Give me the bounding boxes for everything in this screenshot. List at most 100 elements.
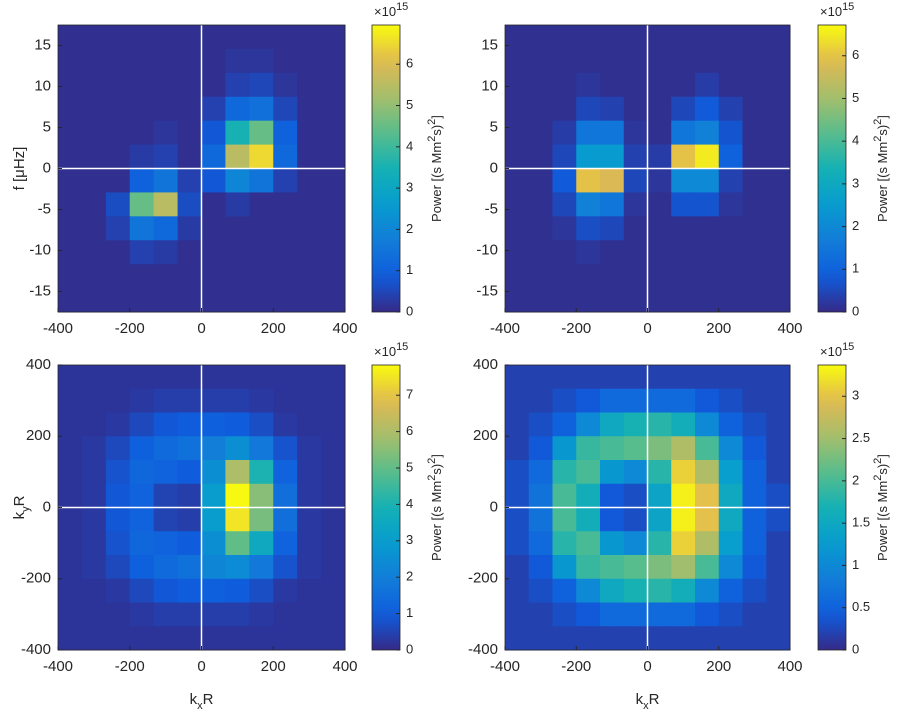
- heatmap-cell: [623, 555, 648, 580]
- heatmap-cell: [528, 436, 553, 461]
- colorbar-tick-label: 4: [406, 138, 413, 153]
- label-part: f [μHz]: [11, 147, 28, 191]
- x-tick-label: 0: [643, 658, 651, 675]
- label-part: R: [649, 691, 660, 708]
- heatmap-cell: [225, 192, 250, 217]
- heatmap-cell: [576, 264, 601, 289]
- heatmap-cell: [273, 365, 298, 390]
- heatmap-cell: [718, 626, 743, 651]
- heatmap-cell: [273, 168, 298, 193]
- heatmap-cell: [647, 25, 672, 50]
- heatmap-cell: [225, 120, 250, 146]
- heatmap-cell: [505, 555, 530, 580]
- heatmap-cell: [273, 412, 298, 437]
- heatmap-cell: [273, 192, 298, 217]
- heatmap-cell: [105, 192, 131, 217]
- heatmap-cell: [177, 365, 202, 390]
- heatmap-cell: [647, 626, 672, 651]
- heatmap-cell: [201, 144, 226, 169]
- heatmap-cell: [105, 483, 131, 508]
- y-axis-label: kyR: [11, 495, 32, 519]
- heatmap-cell: [695, 25, 720, 50]
- heatmap-cell: [505, 216, 530, 241]
- heatmap-cell: [273, 25, 298, 50]
- heatmap-cell: [297, 288, 322, 313]
- colorbar: [371, 24, 401, 313]
- label-part: ×10: [820, 4, 842, 19]
- heatmap-cell: [273, 555, 298, 580]
- label-part: ×10: [374, 4, 396, 19]
- heatmap-cell: [695, 460, 720, 485]
- heatmap-cell: [249, 48, 274, 74]
- heatmap-cell: [225, 288, 250, 313]
- heatmap-cell: [600, 240, 625, 265]
- heatmap-cell: [600, 192, 625, 217]
- heatmap-cell: [695, 388, 720, 413]
- heatmap-cell: [505, 120, 530, 146]
- heatmap-cell: [505, 365, 530, 390]
- x-tick-label: 200: [261, 320, 286, 337]
- heatmap-cell: [505, 483, 530, 508]
- heatmap-cell: [81, 216, 107, 241]
- heatmap-cell: [552, 483, 577, 508]
- heatmap-cell: [177, 120, 202, 146]
- heatmap-cell: [742, 412, 767, 437]
- heatmap-cell: [297, 602, 322, 627]
- heatmap-cell: [81, 531, 107, 556]
- heatmap-cell: [671, 96, 696, 122]
- heatmap-cell: [225, 412, 250, 437]
- heatmap-cell: [297, 120, 322, 146]
- heatmap-cell: [105, 72, 131, 98]
- heatmap-cell: [177, 460, 202, 485]
- heatmap-cell: [623, 531, 648, 556]
- heatmap-cell: [671, 25, 696, 50]
- heatmap-cell: [249, 602, 274, 627]
- label-part: 15: [396, 1, 408, 13]
- x-axis-label: kxR: [190, 691, 214, 712]
- label-part: x: [643, 700, 649, 712]
- heatmap-cell: [742, 144, 767, 169]
- heatmap-cell: [766, 412, 791, 437]
- heatmap-cell: [58, 288, 83, 313]
- heatmap-cell: [58, 507, 83, 532]
- heatmap-cell: [273, 72, 298, 98]
- heatmap-cell: [58, 412, 83, 437]
- heatmap-cell: [153, 578, 179, 603]
- heatmap-cell: [153, 96, 179, 122]
- heatmap-cell: [576, 120, 601, 146]
- heatmap-cell: [273, 531, 298, 556]
- heatmap-cell: [528, 412, 553, 437]
- heatmap-cell: [623, 48, 648, 74]
- heatmap-cell: [105, 365, 131, 390]
- heatmap-cell: [718, 168, 743, 193]
- heatmap-cell: [105, 216, 131, 241]
- heatmap-cell: [249, 365, 274, 390]
- heatmap-cell: [695, 507, 720, 532]
- x-tick-label: -400: [490, 320, 520, 337]
- y-tick-label: 10: [481, 77, 498, 94]
- heatmap-cell: [528, 216, 553, 241]
- heatmap-cell: [273, 507, 298, 532]
- heatmap-cell: [58, 436, 83, 461]
- y-tick-label: -200: [21, 570, 51, 587]
- heatmap-cell: [249, 25, 274, 50]
- heatmap-cell: [742, 388, 767, 413]
- y-tick-label: 0: [490, 159, 498, 176]
- heatmap-cell: [718, 192, 743, 217]
- heatmap-cell: [766, 240, 791, 265]
- heatmap-cell: [201, 48, 226, 74]
- heatmap-cell: [58, 365, 83, 390]
- heatmap-cell: [81, 436, 107, 461]
- heatmap-cell: [177, 96, 202, 122]
- heatmap-cell: [600, 602, 625, 627]
- heatmap-cell: [552, 144, 577, 169]
- heatmap-cell: [647, 168, 672, 193]
- heatmap-cell: [249, 72, 274, 98]
- heatmap-cell: [201, 96, 226, 122]
- colorbar-tick-label: 5: [406, 459, 413, 474]
- colorbar-tick-label: 3: [852, 388, 859, 403]
- heatmap-cell: [249, 240, 274, 265]
- heatmap-cell: [105, 555, 131, 580]
- heatmap-cell: [647, 264, 672, 289]
